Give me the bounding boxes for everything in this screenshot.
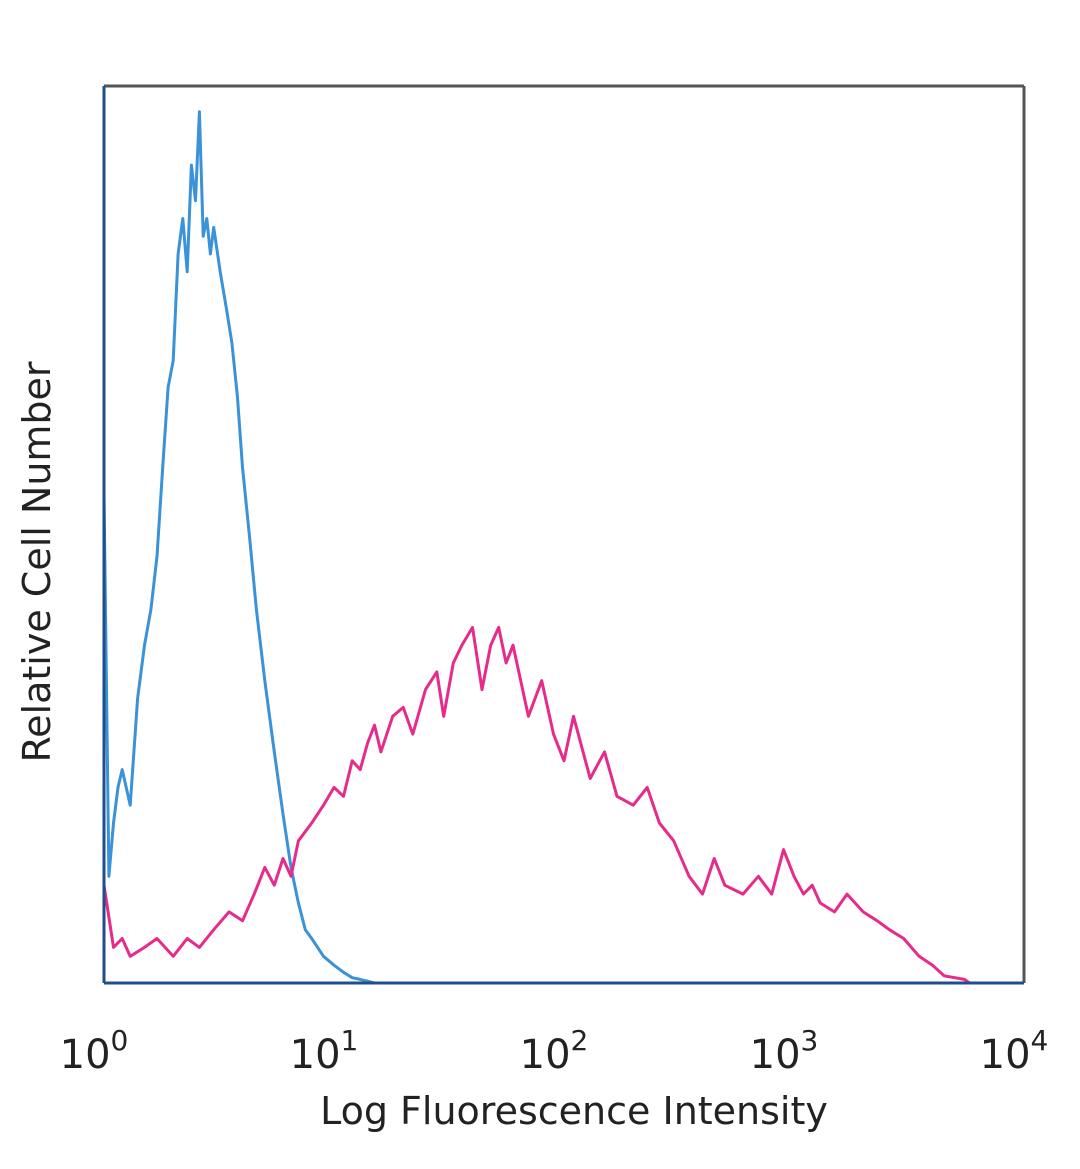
x-axis-title: Log Fluorescence Intensity	[320, 1089, 828, 1133]
x-tick-labels: 100 101 102 103 104	[60, 1024, 1049, 1078]
x-tick-label-3: 103	[750, 1024, 819, 1078]
x-tick-label-1: 101	[290, 1024, 359, 1078]
y-axis-title: Relative Cell Number	[15, 361, 59, 762]
histogram-series-2	[102, 625, 972, 985]
histogram-series-1	[102, 110, 376, 985]
x-tick-label-0: 100	[60, 1024, 129, 1078]
series-layer	[102, 110, 972, 985]
x-tick-label-4: 104	[980, 1024, 1049, 1078]
x-tick-label-2: 102	[520, 1024, 589, 1078]
